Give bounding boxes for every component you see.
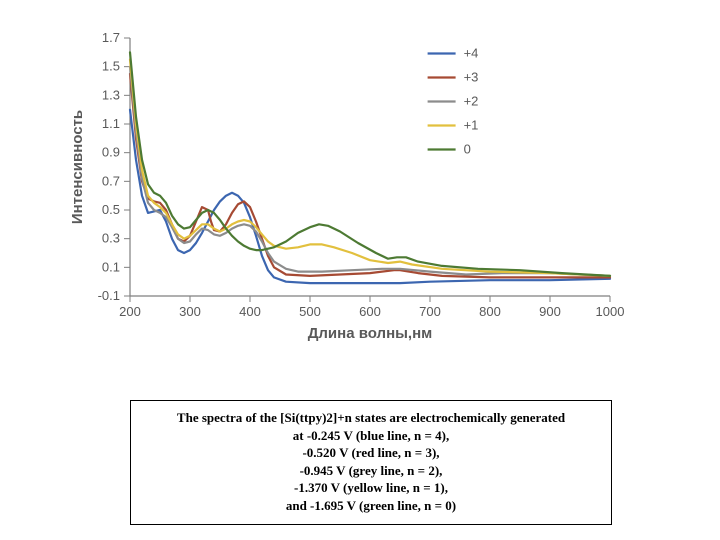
svg-text:800: 800 — [479, 304, 501, 319]
svg-text:+1: +1 — [464, 117, 479, 132]
svg-text:900: 900 — [539, 304, 561, 319]
spectra-chart: -0.1 0.1 0.3 0.5 0.7 0.9 1.1 1.3 1.5 1.7 200 300 400… — [60, 20, 660, 355]
svg-text:700: 700 — [419, 304, 441, 319]
chart-svg: -0.1 0.1 0.3 0.5 0.7 0.9 1.1 1.3 1.5 1.7 200 300 400… — [60, 20, 660, 350]
svg-text:500: 500 — [299, 304, 321, 319]
svg-text:0.5: 0.5 — [102, 202, 120, 217]
caption-line-2: at -0.245 V (blue line, n = 4), — [141, 427, 601, 445]
caption-line-5: -1.370 V (yellow line, n = 1), — [141, 479, 601, 497]
svg-text:600: 600 — [359, 304, 381, 319]
svg-text:+3: +3 — [464, 69, 479, 84]
svg-text:0.1: 0.1 — [102, 259, 120, 274]
svg-text:300: 300 — [179, 304, 201, 319]
svg-text:Интенсивность: Интенсивность — [69, 110, 86, 224]
caption-line-4: -0.945 V (grey line, n = 2), — [141, 462, 601, 480]
svg-text:+4: +4 — [464, 45, 479, 60]
svg-text:0: 0 — [464, 141, 471, 156]
svg-text:-0.1: -0.1 — [98, 288, 120, 303]
caption-line-6: and -1.695 V (green line, n = 0) — [141, 497, 601, 515]
caption-line-1: The spectra of the [Si(ttpy)2]+n states … — [141, 409, 601, 427]
svg-text:0.3: 0.3 — [102, 231, 120, 246]
svg-text:1.1: 1.1 — [102, 116, 120, 131]
svg-text:1000: 1000 — [596, 304, 625, 319]
svg-text:1.3: 1.3 — [102, 87, 120, 102]
svg-text:1.7: 1.7 — [102, 30, 120, 45]
svg-text:Длина волны,нм: Длина волны,нм — [308, 325, 433, 342]
caption-line-3: -0.520 V (red line, n = 3), — [141, 444, 601, 462]
svg-text:1.5: 1.5 — [102, 59, 120, 74]
svg-text:0.7: 0.7 — [102, 173, 120, 188]
svg-text:0.9: 0.9 — [102, 145, 120, 160]
svg-text:400: 400 — [239, 304, 261, 319]
svg-text:200: 200 — [119, 304, 141, 319]
svg-text:+2: +2 — [464, 93, 479, 108]
caption-box: The spectra of the [Si(ttpy)2]+n states … — [130, 400, 612, 525]
